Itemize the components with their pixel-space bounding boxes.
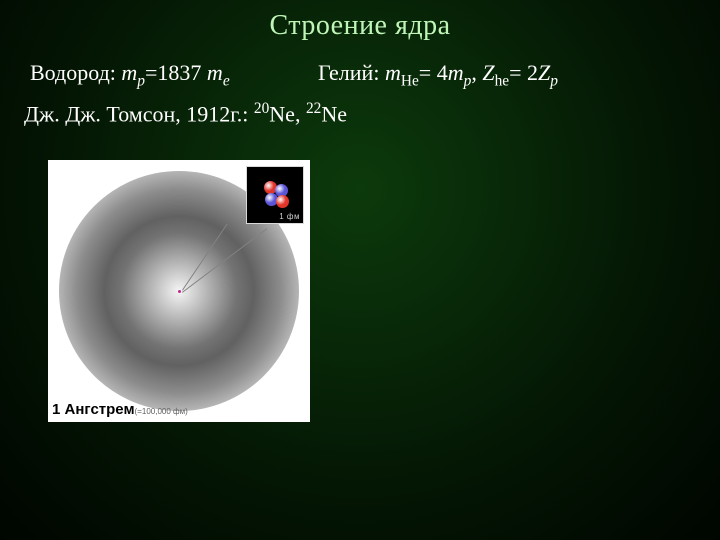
hydrogen-eq: =1837	[145, 60, 207, 85]
ne1: Ne,	[269, 101, 306, 126]
sub-p: p	[137, 72, 145, 89]
sup-20: 20	[254, 100, 269, 117]
hydrogen-label: Водород:	[30, 60, 121, 85]
sym-m: m	[121, 60, 137, 85]
thomson-line: Дж. Дж. Томсон, 1912г.: 20Ne, 22Ne	[24, 100, 347, 127]
helium-eq1: = 4	[419, 60, 448, 85]
atom-diagram: 1 фм 1 Ангстрем(=100,000 фм)	[48, 160, 310, 422]
comma: ,	[471, 60, 482, 85]
nucleus-dot	[178, 290, 181, 293]
sym-m: m	[385, 60, 401, 85]
helium-block: Гелий: mHe= 4mp, Zhe= 2Zp	[318, 60, 558, 90]
angstrom-label: 1 Ангстрем(=100,000 фм)	[52, 401, 188, 418]
sub-e: e	[223, 72, 230, 89]
sym-Z2: Z	[538, 60, 550, 85]
angstrom-note: (=100,000 фм)	[135, 407, 188, 416]
sup-22: 22	[306, 100, 321, 117]
hydrogen-block: Водород: mp=1837 me	[30, 60, 230, 90]
nucleus-zoom-box: 1 фм	[246, 166, 304, 224]
helium-eq2: = 2	[509, 60, 538, 85]
proton-particle	[276, 195, 289, 208]
helium-label: Гелий:	[318, 60, 385, 85]
thomson-prefix: Дж. Дж. Томсон, 1912г.:	[24, 101, 254, 126]
ne2: Ne	[321, 101, 347, 126]
slide-title: Строение ядра	[0, 0, 720, 42]
sub-p2: p	[550, 72, 558, 89]
sub-he2: he	[495, 72, 510, 89]
angstrom-text: 1 Ангстрем	[52, 401, 135, 418]
sym-Z: Z	[482, 60, 494, 85]
sub-he: He	[401, 72, 419, 89]
zoom-scale-label: 1 фм	[279, 212, 300, 221]
sym-m2: m	[448, 60, 464, 85]
sym-m2: m	[207, 60, 223, 85]
